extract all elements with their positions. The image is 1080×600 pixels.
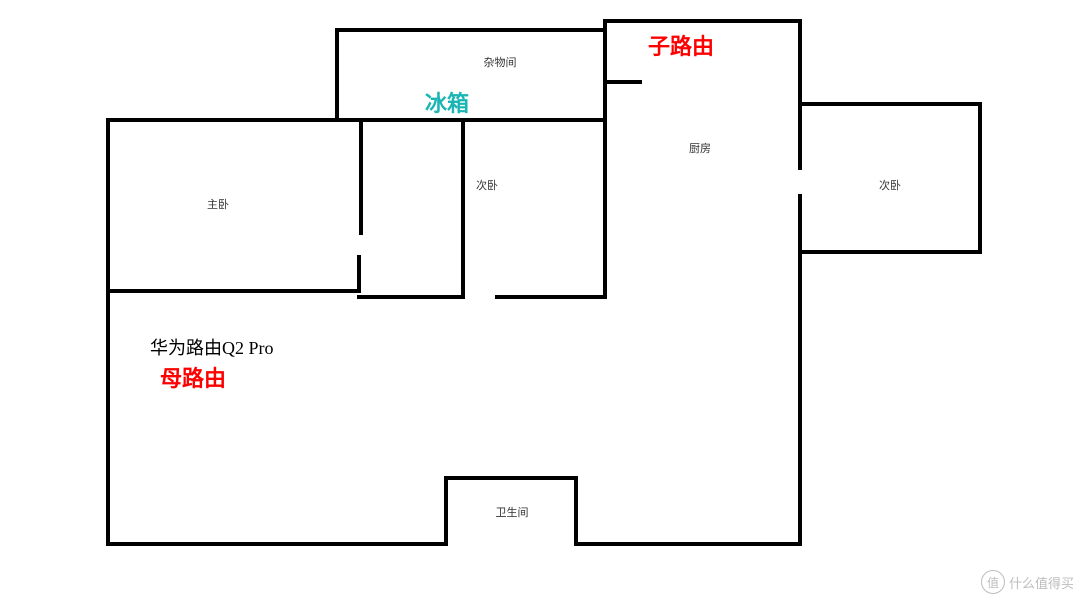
annotation-main_router: 母路由 bbox=[160, 361, 226, 393]
room-label-second_bedroom_1: 次卧 bbox=[476, 177, 498, 193]
room-label-storage: 杂物间 bbox=[484, 54, 517, 70]
annotation-fridge: 冰箱 bbox=[425, 86, 469, 118]
annotation-sub_router: 子路由 bbox=[648, 29, 714, 61]
floorplan-svg bbox=[0, 0, 1080, 600]
watermark: 值 什么值得买 bbox=[981, 570, 1074, 594]
watermark-icon: 值 bbox=[981, 570, 1005, 594]
annotation-product: 华为路由Q2 Pro bbox=[150, 334, 274, 360]
room-label-kitchen: 厨房 bbox=[689, 140, 711, 156]
room-label-bathroom: 卫生间 bbox=[496, 504, 529, 520]
room-label-master_bedroom: 主卧 bbox=[207, 196, 229, 212]
watermark-text: 什么值得买 bbox=[1009, 573, 1074, 592]
room-label-second_bedroom_2: 次卧 bbox=[879, 177, 901, 193]
